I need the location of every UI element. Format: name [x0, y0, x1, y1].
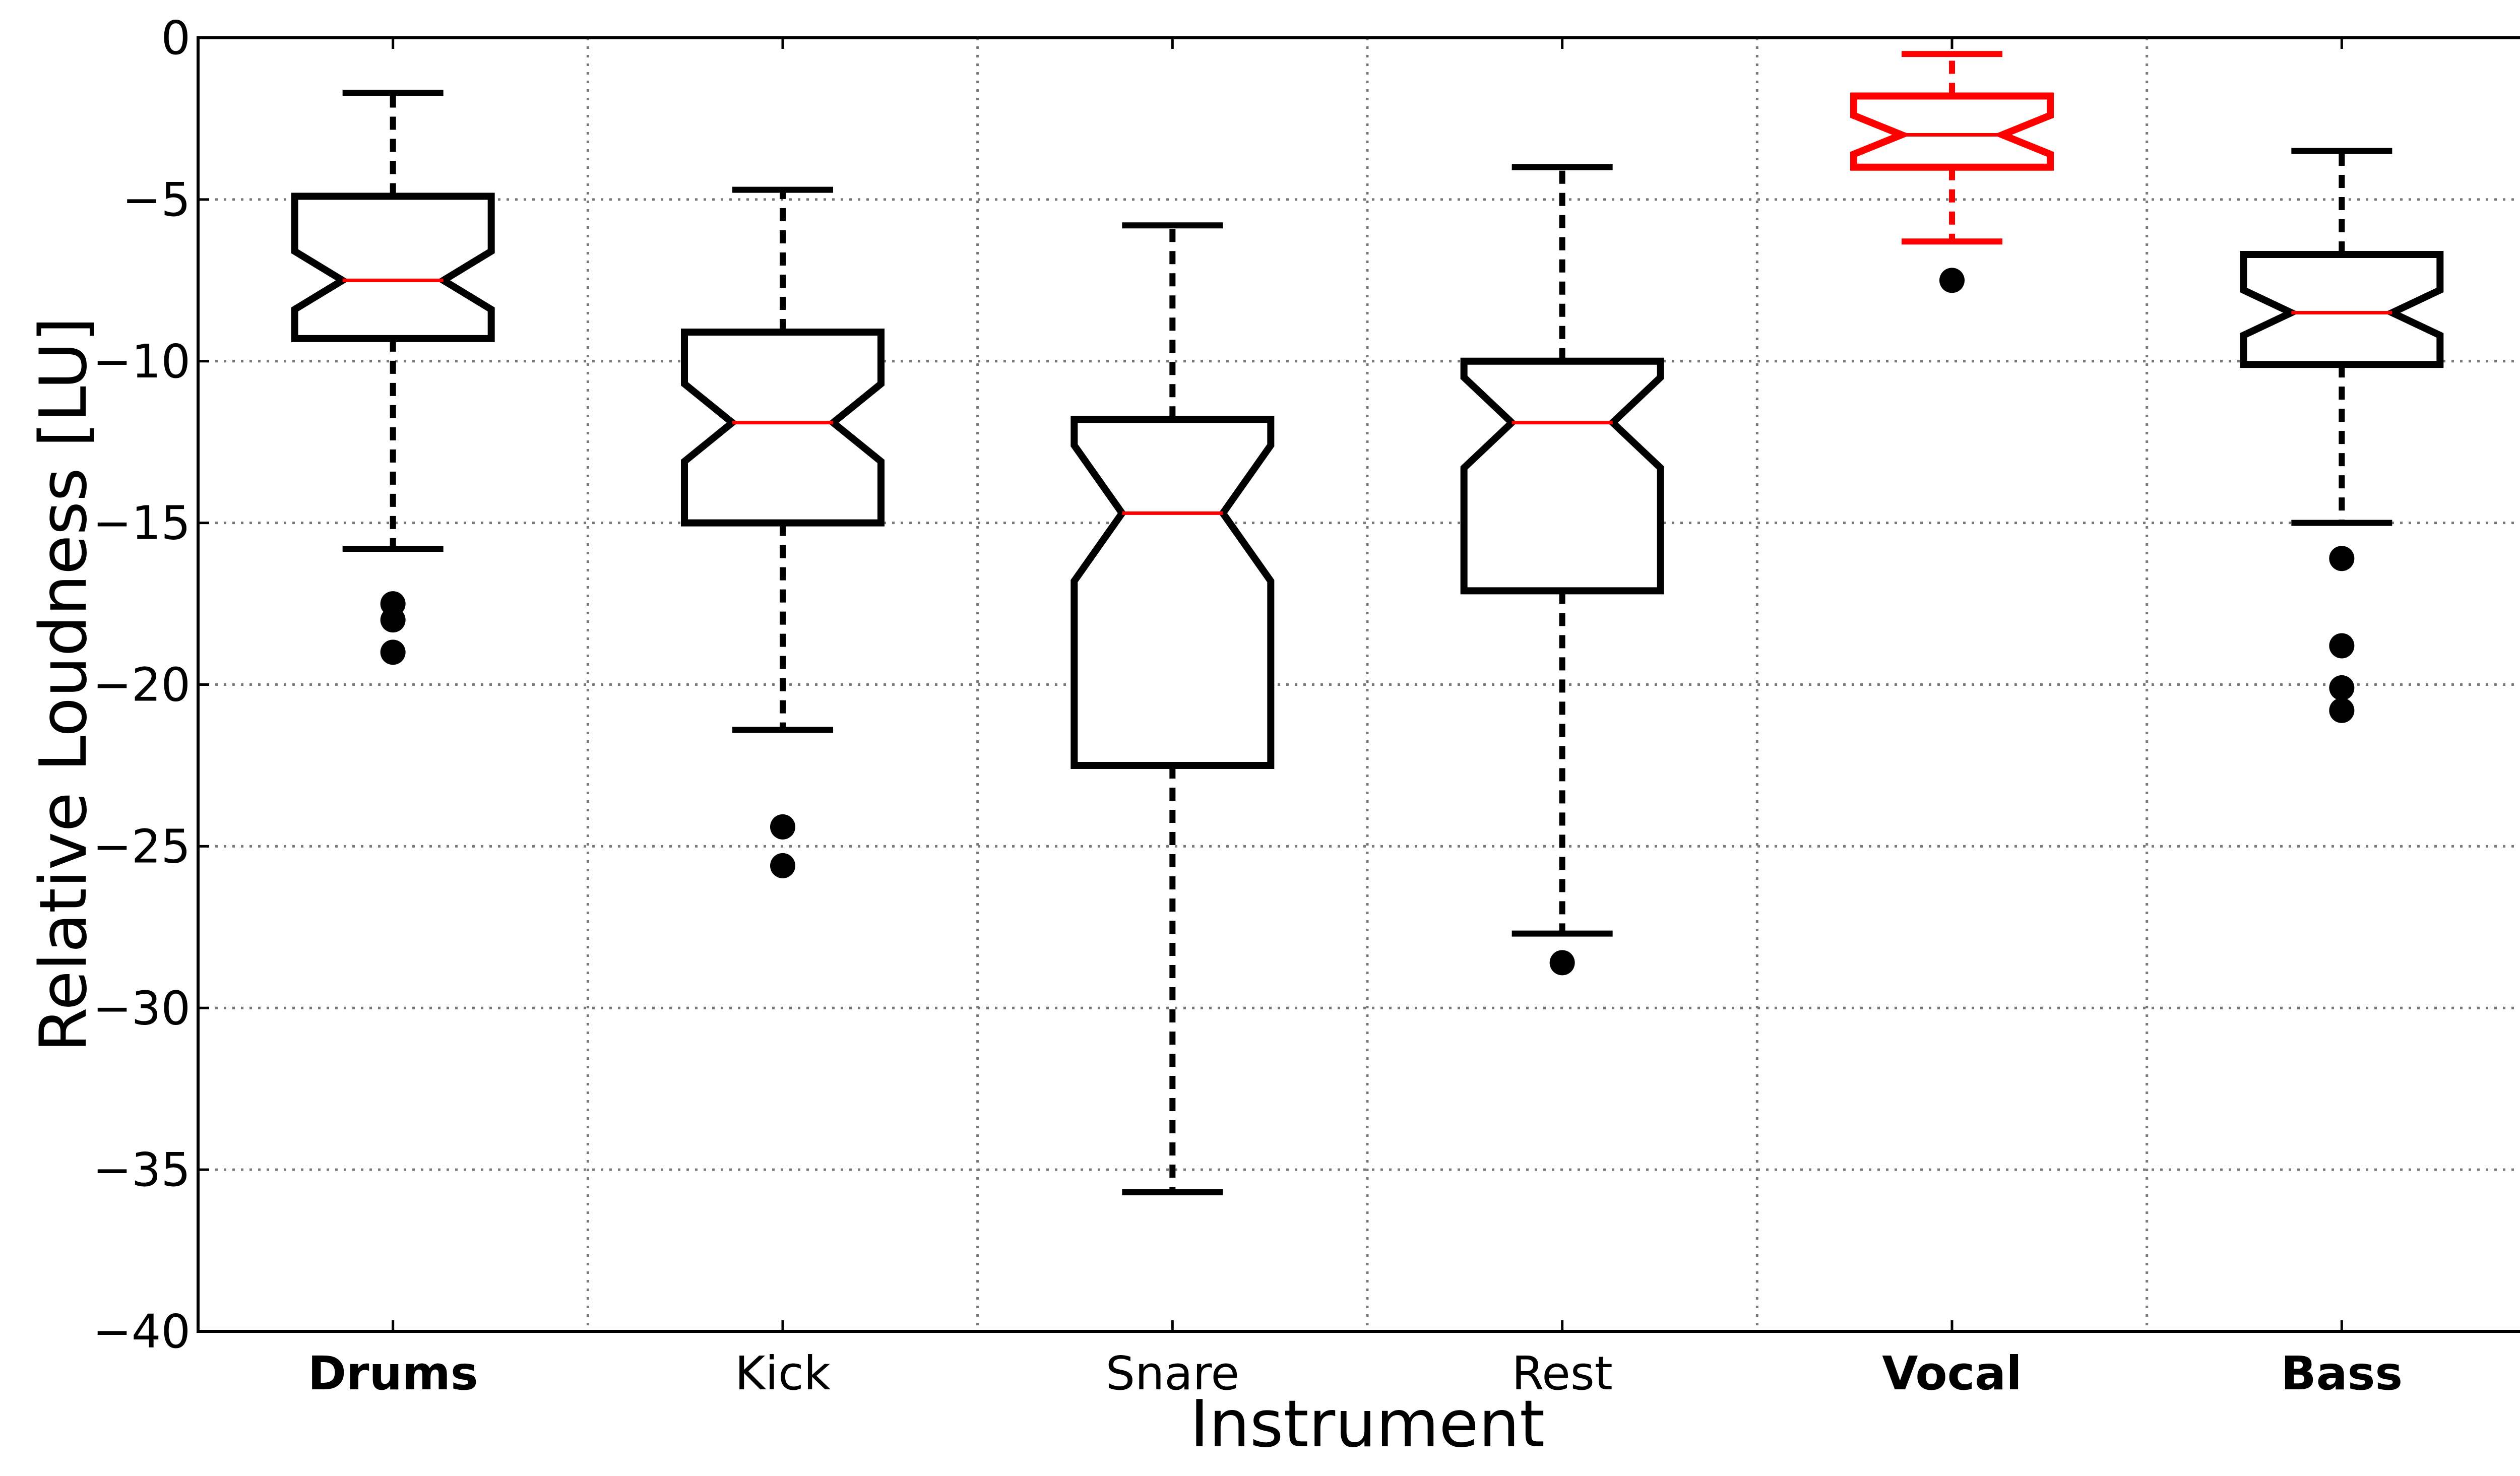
- notched-box: [2240, 250, 2444, 368]
- y-axis-ticks: 0 −5 −10 −15 −20 −25 −30 −35 −40: [93, 11, 209, 1359]
- box-drums: [291, 90, 495, 665]
- x-axis-ticks: Drums Kick Snare Rest Vocal Bass: [308, 38, 2403, 1400]
- notched-box: [1850, 92, 2054, 171]
- y-tick-label: −35: [93, 1143, 191, 1197]
- outlier-point: [2329, 546, 2355, 571]
- x-tick-label: Rest: [1511, 1346, 1612, 1400]
- box-bass: [2240, 148, 2444, 723]
- box-vocal: [1850, 51, 2054, 293]
- notched-box: [681, 328, 885, 527]
- plot-area-frame: [197, 36, 2520, 1333]
- x-tick-label: Snare: [1106, 1346, 1240, 1400]
- outlier-point: [2329, 675, 2355, 700]
- y-tick-label: 0: [161, 11, 191, 65]
- notched-box: [1070, 416, 1275, 769]
- y-tick-label: −10: [93, 335, 191, 389]
- grid-lines: [198, 38, 2520, 1331]
- y-tick-label: −30: [93, 981, 191, 1035]
- outlier-point: [770, 853, 795, 878]
- y-tick-label: −40: [93, 1305, 191, 1359]
- outlier-point: [770, 814, 795, 840]
- y-tick-label: −20: [93, 658, 191, 712]
- notched-box: [1460, 357, 1664, 595]
- x-tick-label: Vocal: [1882, 1346, 2022, 1400]
- x-tick-label: Drums: [308, 1346, 478, 1400]
- outlier-point: [1939, 268, 1965, 293]
- box-rest: [1460, 164, 1664, 976]
- y-axis-title: Relative Loudness [LU]: [26, 317, 101, 1052]
- x-axis-title: Instrument: [1190, 1387, 1545, 1462]
- notched-box: [291, 192, 495, 342]
- outlier-point: [2329, 697, 2355, 723]
- outlier-point: [380, 607, 406, 633]
- outlier-point: [1549, 950, 1575, 976]
- box-series: [291, 51, 2444, 1196]
- x-tick-label: Bass: [2281, 1346, 2403, 1400]
- y-tick-label: −5: [122, 173, 191, 227]
- y-tick-label: −25: [93, 819, 191, 873]
- box-snare: [1070, 222, 1275, 1196]
- y-tick-label: −15: [93, 496, 191, 550]
- outlier-point: [2329, 633, 2355, 659]
- outlier-point: [380, 639, 406, 665]
- x-tick-label: Kick: [735, 1346, 831, 1400]
- box-kick: [681, 186, 885, 878]
